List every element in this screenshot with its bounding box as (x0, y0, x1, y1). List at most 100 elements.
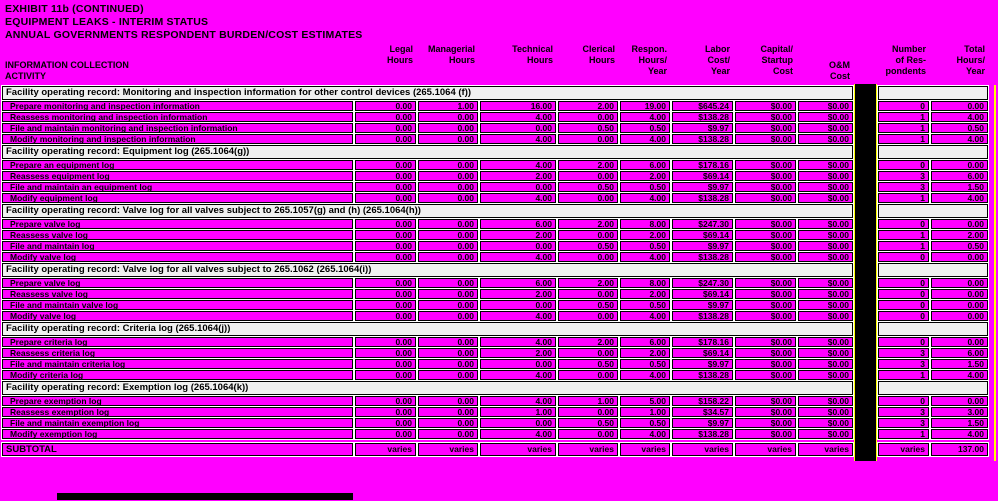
labor-cost-cell[interactable]: $9.97 (672, 123, 733, 133)
labor-cost-cell[interactable]: $138.28 (672, 112, 733, 122)
activity-cell[interactable]: Prepare valve log (2, 278, 353, 288)
subtotal-om-cost[interactable]: varies (798, 443, 853, 456)
legal-hours-cell[interactable]: 0.00 (355, 311, 416, 321)
subtotal-total-hours[interactable]: 137.00 (931, 443, 988, 456)
capital-cost-cell[interactable]: $0.00 (735, 182, 796, 192)
capital-cost-cell[interactable]: $0.00 (735, 252, 796, 262)
capital-cost-cell[interactable]: $0.00 (735, 101, 796, 111)
respondents-cell[interactable]: 3 (878, 407, 929, 417)
subtotal-label[interactable]: SUBTOTAL (2, 443, 353, 456)
total-hours-cell[interactable]: 3.00 (931, 407, 988, 417)
capital-cost-cell[interactable]: $0.00 (735, 171, 796, 181)
clerical-hours-cell[interactable]: 0.00 (558, 134, 618, 144)
respondents-cell[interactable]: 0 (878, 252, 929, 262)
respondent-hours-cell[interactable]: 6.00 (620, 337, 670, 347)
om-cost-cell[interactable]: $0.00 (798, 230, 853, 240)
respondent-hours-cell[interactable]: 2.00 (620, 230, 670, 240)
respondent-hours-cell[interactable]: 4.00 (620, 370, 670, 380)
om-cost-cell[interactable]: $0.00 (798, 429, 853, 439)
capital-cost-cell[interactable]: $0.00 (735, 359, 796, 369)
activity-cell[interactable]: Modify exemption log (2, 429, 353, 439)
total-hours-cell[interactable]: 1.50 (931, 418, 988, 428)
clerical-hours-cell[interactable]: 0.00 (558, 193, 618, 203)
labor-cost-cell[interactable]: $34.57 (672, 407, 733, 417)
om-cost-cell[interactable]: $0.00 (798, 219, 853, 229)
capital-cost-cell[interactable]: $0.00 (735, 289, 796, 299)
total-hours-cell[interactable]: 0.00 (931, 300, 988, 310)
activity-cell[interactable]: Prepare exemption log (2, 396, 353, 406)
respondents-cell[interactable]: 0 (878, 278, 929, 288)
labor-cost-cell[interactable]: $9.97 (672, 241, 733, 251)
clerical-hours-cell[interactable]: 0.50 (558, 182, 618, 192)
labor-cost-cell[interactable]: $158.22 (672, 396, 733, 406)
capital-cost-cell[interactable]: $0.00 (735, 429, 796, 439)
activity-cell[interactable]: File and maintain criteria log (2, 359, 353, 369)
activity-cell[interactable]: Reassess exemption log (2, 407, 353, 417)
clerical-hours-cell[interactable]: 0.50 (558, 123, 618, 133)
capital-cost-cell[interactable]: $0.00 (735, 337, 796, 347)
capital-cost-cell[interactable]: $0.00 (735, 134, 796, 144)
technical-hours-cell[interactable]: 4.00 (480, 134, 556, 144)
managerial-hours-cell[interactable]: 0.00 (418, 252, 478, 262)
respondent-hours-cell[interactable]: 2.00 (620, 348, 670, 358)
section-header-label[interactable]: Facility operating record: Exemption log… (2, 381, 853, 395)
labor-cost-cell[interactable]: $69.14 (672, 348, 733, 358)
total-hours-cell[interactable]: 0.00 (931, 396, 988, 406)
respondent-hours-cell[interactable]: 6.00 (620, 160, 670, 170)
legal-hours-cell[interactable]: 0.00 (355, 241, 416, 251)
labor-cost-cell[interactable]: $138.28 (672, 370, 733, 380)
legal-hours-cell[interactable]: 0.00 (355, 193, 416, 203)
om-cost-cell[interactable]: $0.00 (798, 337, 853, 347)
om-cost-cell[interactable]: $0.00 (798, 171, 853, 181)
activity-cell[interactable]: Prepare criteria log (2, 337, 353, 347)
managerial-hours-cell[interactable]: 0.00 (418, 337, 478, 347)
technical-hours-cell[interactable]: 2.00 (480, 230, 556, 240)
managerial-hours-cell[interactable]: 0.00 (418, 311, 478, 321)
capital-cost-cell[interactable]: $0.00 (735, 300, 796, 310)
managerial-hours-cell[interactable]: 0.00 (418, 396, 478, 406)
respondent-hours-cell[interactable]: 0.50 (620, 418, 670, 428)
legal-hours-cell[interactable]: 0.00 (355, 101, 416, 111)
managerial-hours-cell[interactable]: 0.00 (418, 300, 478, 310)
respondents-cell[interactable]: 0 (878, 396, 929, 406)
clerical-hours-cell[interactable]: 2.00 (558, 101, 618, 111)
respondent-hours-cell[interactable]: 0.50 (620, 359, 670, 369)
legal-hours-cell[interactable]: 0.00 (355, 252, 416, 262)
total-hours-cell[interactable]: 0.00 (931, 278, 988, 288)
capital-cost-cell[interactable]: $0.00 (735, 311, 796, 321)
activity-cell[interactable]: Modify criteria log (2, 370, 353, 380)
respondent-hours-cell[interactable]: 4.00 (620, 193, 670, 203)
managerial-hours-cell[interactable]: 0.00 (418, 278, 478, 288)
total-hours-cell[interactable]: 0.00 (931, 252, 988, 262)
section-header-label[interactable]: Facility operating record: Valve log for… (2, 263, 853, 277)
legal-hours-cell[interactable]: 0.00 (355, 112, 416, 122)
managerial-hours-cell[interactable]: 0.00 (418, 123, 478, 133)
capital-cost-cell[interactable]: $0.00 (735, 278, 796, 288)
labor-cost-cell[interactable]: $9.97 (672, 418, 733, 428)
activity-cell[interactable]: Reassess equipment log (2, 171, 353, 181)
labor-cost-cell[interactable]: $247.30 (672, 219, 733, 229)
total-hours-cell[interactable]: 4.00 (931, 134, 988, 144)
total-hours-cell[interactable]: 4.00 (931, 370, 988, 380)
technical-hours-cell[interactable]: 4.00 (480, 160, 556, 170)
activity-cell[interactable]: Reassess valve log (2, 230, 353, 240)
respondents-cell[interactable]: 1 (878, 230, 929, 240)
clerical-hours-cell[interactable]: 1.00 (558, 396, 618, 406)
managerial-hours-cell[interactable]: 0.00 (418, 370, 478, 380)
total-hours-cell[interactable]: 1.50 (931, 182, 988, 192)
total-hours-cell[interactable]: 6.00 (931, 171, 988, 181)
labor-cost-cell[interactable]: $178.16 (672, 337, 733, 347)
managerial-hours-cell[interactable]: 0.00 (418, 418, 478, 428)
subtotal-respondent-hours[interactable]: varies (620, 443, 670, 456)
respondent-hours-cell[interactable]: 2.00 (620, 171, 670, 181)
capital-cost-cell[interactable]: $0.00 (735, 160, 796, 170)
technical-hours-cell[interactable]: 4.00 (480, 396, 556, 406)
clerical-hours-cell[interactable]: 0.00 (558, 407, 618, 417)
legal-hours-cell[interactable]: 0.00 (355, 348, 416, 358)
clerical-hours-cell[interactable]: 0.50 (558, 300, 618, 310)
technical-hours-cell[interactable]: 0.00 (480, 359, 556, 369)
om-cost-cell[interactable]: $0.00 (798, 396, 853, 406)
respondents-cell[interactable]: 0 (878, 337, 929, 347)
technical-hours-cell[interactable]: 4.00 (480, 252, 556, 262)
section-header-label[interactable]: Facility operating record: Monitoring an… (2, 86, 853, 100)
